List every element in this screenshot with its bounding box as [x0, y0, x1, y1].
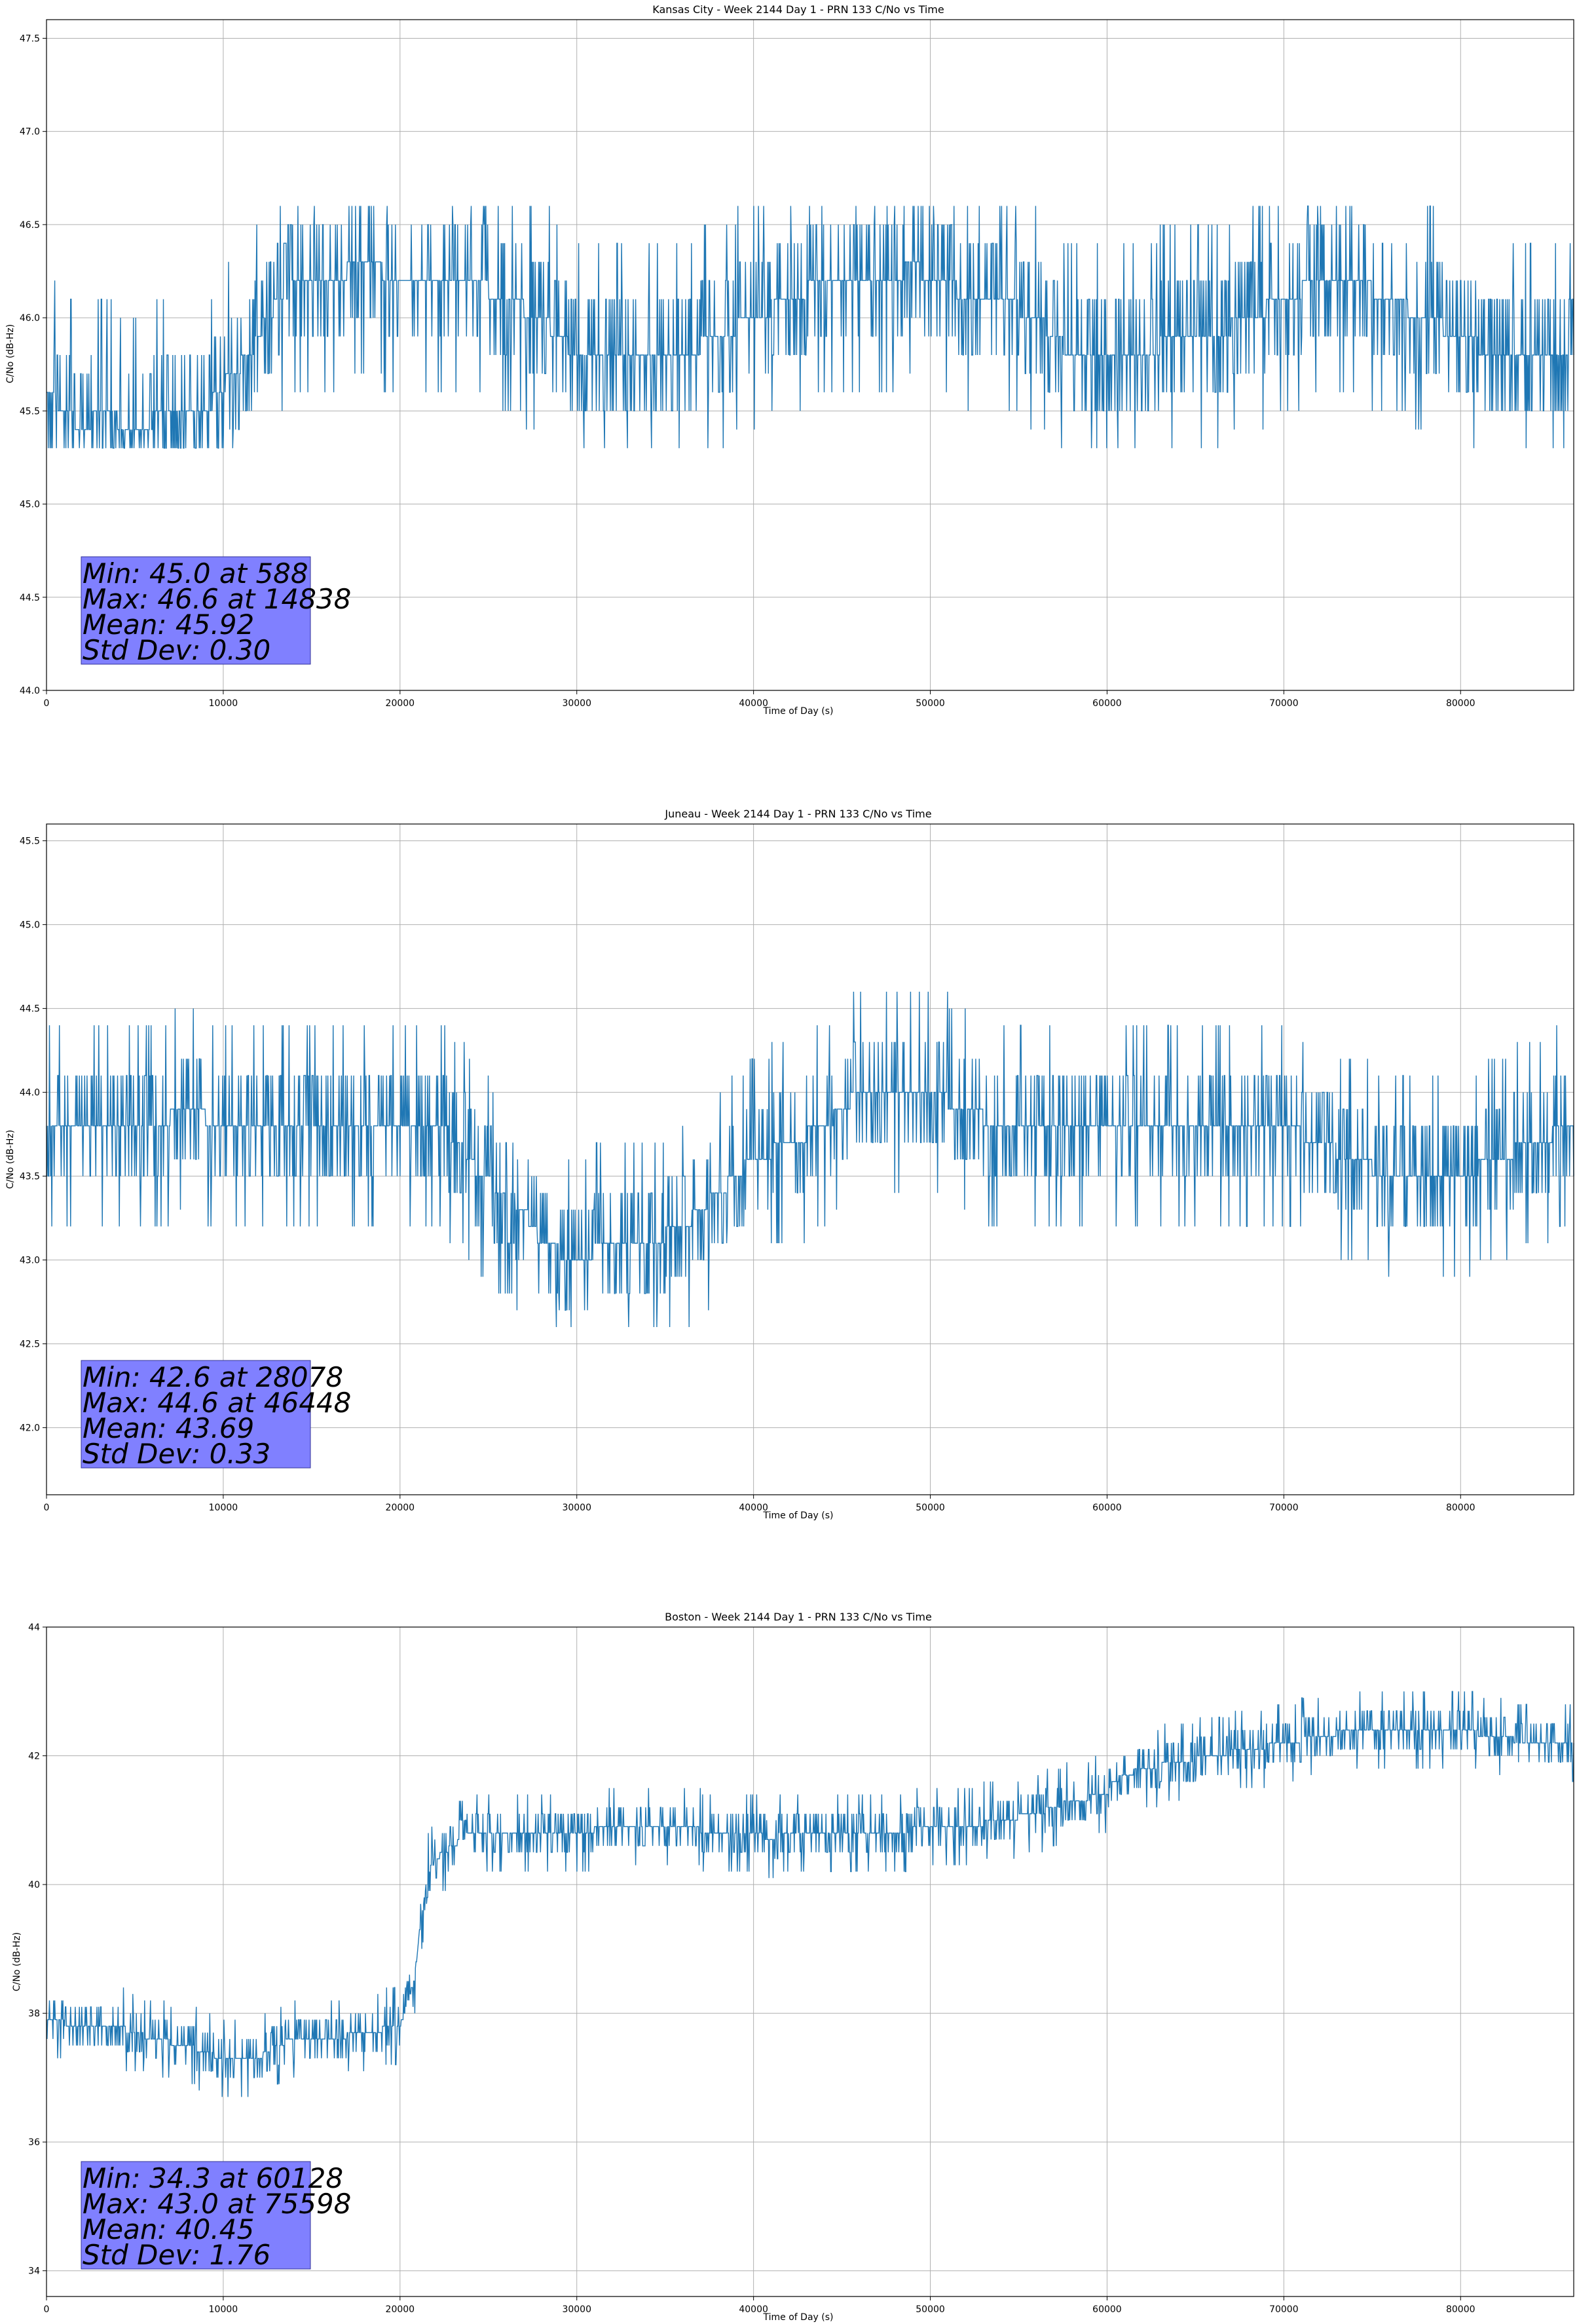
y-tick-label: 45.5 [20, 406, 40, 417]
stats-min: Min: 45.0 at 588 [83, 557, 308, 590]
y-axis-label: C/No (dB-Hz) [12, 1932, 22, 1991]
stats-mean: Mean: 43.69 [83, 1412, 254, 1444]
x-tick-label: 20000 [386, 1503, 415, 1513]
series-line [46, 205, 1574, 449]
x-tick-label: 10000 [209, 2304, 238, 2315]
x-tick-label: 50000 [916, 698, 945, 709]
x-axis-label: Time of Day (s) [763, 706, 834, 717]
stats-max: Max: 43.0 at 75598 [83, 2188, 351, 2220]
y-tick-label: 47.5 [20, 33, 40, 44]
x-tick-label: 70000 [1269, 2304, 1299, 2315]
x-tick-label: 50000 [916, 2304, 945, 2315]
juneau-chart: Juneau - Week 2144 Day 1 - PRN 133 C/No … [5, 808, 1574, 1521]
y-axis-label: C/No (dB-Hz) [5, 324, 16, 383]
y-tick-label: 43.0 [20, 1256, 40, 1266]
y-tick-label: 38 [28, 2009, 40, 2019]
x-tick-label: 60000 [1092, 2304, 1122, 2315]
cno-series [46, 205, 1574, 449]
y-tick-label: 46.5 [20, 220, 40, 231]
boston-chart: Boston - Week 2144 Day 1 - PRN 133 C/No … [12, 1611, 1574, 2323]
x-axis-label: Time of Day (s) [763, 2312, 834, 2323]
series-line [46, 991, 1574, 1328]
y-tick-label: 44 [28, 1622, 40, 1633]
x-tick-label: 20000 [386, 2304, 415, 2315]
y-tick-label: 43.5 [20, 1172, 40, 1182]
y-tick-label: 42.0 [20, 1423, 40, 1434]
x-tick-label: 10000 [209, 698, 238, 709]
y-tick-label: 44.0 [20, 686, 40, 696]
x-tick-label: 60000 [1092, 1503, 1122, 1513]
x-tick-label: 40000 [739, 698, 768, 709]
stats-box [81, 556, 311, 665]
y-tick-label: 34 [28, 2266, 40, 2277]
x-tick-label: 70000 [1269, 698, 1299, 709]
x-tick-label: 70000 [1269, 1503, 1299, 1513]
axis-ticks: 0 10000 20000 30000 40000 50000 60000 70000 8000… [28, 1622, 1475, 2315]
y-tick-label: 46.0 [20, 313, 40, 324]
stats-box [81, 1360, 311, 1469]
x-tick-label: 20000 [386, 698, 415, 709]
x-tick-label: 80000 [1446, 698, 1475, 709]
x-tick-label: 0 [44, 2304, 50, 2315]
chart-title: Kansas City - Week 2144 Day 1 - PRN 133 … [652, 3, 944, 16]
chart-title: Boston - Week 2144 Day 1 - PRN 133 C/No … [665, 1611, 932, 1623]
x-tick-label: 30000 [562, 2304, 591, 2315]
x-tick-label: 10000 [209, 1503, 238, 1513]
stats-std-dev: Std Dev: 0.30 [83, 634, 270, 666]
stats-max: Max: 44.6 at 46448 [83, 1387, 351, 1419]
y-tick-label: 44.5 [20, 1004, 40, 1015]
y-tick-label: 42 [28, 1752, 40, 1762]
y-axis-label: C/No (dB-Hz) [5, 1130, 16, 1189]
y-tick-label: 45.5 [20, 836, 40, 847]
axis-ticks: 0 10000 20000 30000 40000 50000 60000 70000 8000… [20, 836, 1475, 1513]
y-tick-label: 44.5 [20, 593, 40, 603]
stats-min: Min: 42.6 at 28078 [83, 1361, 343, 1393]
plot-frame [46, 823, 1574, 1495]
stats-mean: Mean: 40.45 [83, 2213, 254, 2245]
x-axis-label: Time of Day (s) [763, 1510, 834, 1521]
x-tick-label: 60000 [1092, 698, 1122, 709]
cno-series [46, 991, 1574, 1328]
y-tick-label: 44.0 [20, 1088, 40, 1098]
x-tick-label: 40000 [739, 1503, 768, 1513]
y-tick-label: 36 [28, 2137, 40, 2148]
y-tick-label: 47.0 [20, 127, 40, 138]
stats-box [81, 2161, 311, 2270]
x-tick-label: 0 [44, 698, 50, 709]
x-tick-label: 0 [44, 1503, 50, 1513]
y-tick-label: 45.0 [20, 920, 40, 931]
cno-series [46, 1691, 1574, 2097]
axis-ticks: 0 10000 20000 30000 40000 50000 60000 70000 8000… [20, 33, 1475, 709]
stats-max: Max: 46.6 at 14838 [83, 583, 351, 615]
plot-frame [46, 19, 1574, 691]
y-tick-label: 40 [28, 1880, 40, 1890]
stats-min: Min: 34.3 at 60128 [83, 2162, 343, 2194]
stats-std-dev: Std Dev: 1.76 [83, 2239, 270, 2271]
x-tick-label: 80000 [1446, 1503, 1475, 1513]
kansas-city-chart: Kansas City - Week 2144 Day 1 - PRN 133 … [5, 3, 1574, 717]
grid-lines [46, 824, 1574, 1495]
stats-std-dev: Std Dev: 0.33 [83, 1438, 270, 1470]
plot-frame [46, 1626, 1574, 2297]
x-tick-label: 50000 [916, 1503, 945, 1513]
x-tick-label: 80000 [1446, 2304, 1475, 2315]
chart-title: Juneau - Week 2144 Day 1 - PRN 133 C/No … [664, 808, 931, 820]
series-line [46, 1691, 1574, 2097]
y-tick-label: 42.5 [20, 1340, 40, 1350]
x-tick-label: 30000 [562, 1503, 591, 1513]
x-tick-label: 30000 [562, 698, 591, 709]
x-tick-label: 40000 [739, 2304, 768, 2315]
y-tick-label: 45.0 [20, 500, 40, 510]
stats-mean: Mean: 45.92 [83, 609, 254, 641]
